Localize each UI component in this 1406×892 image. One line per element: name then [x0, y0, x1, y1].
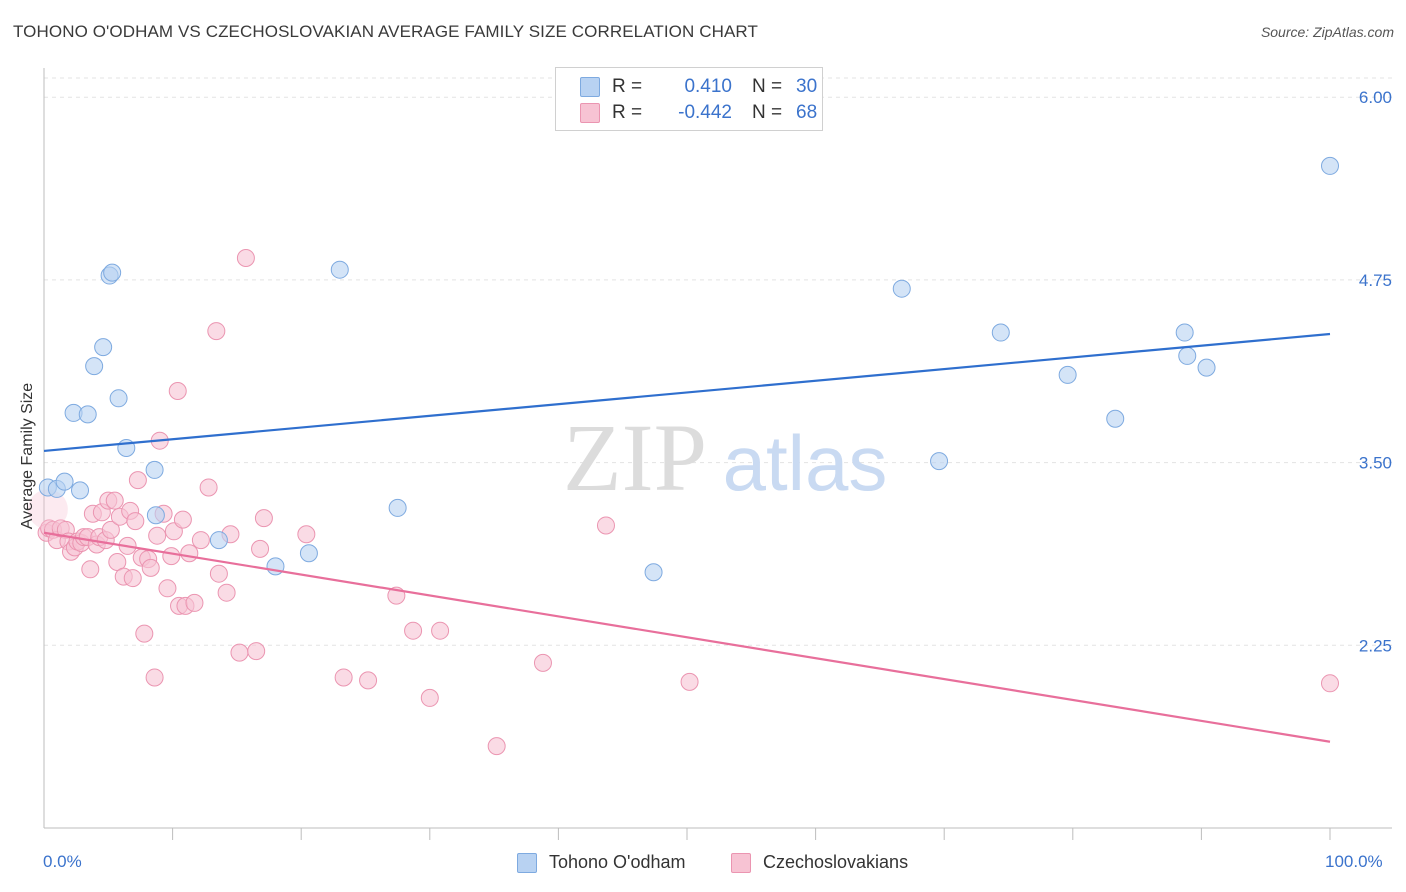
point-czechoslovakians	[101, 520, 120, 539]
point-tohono-oodham	[1058, 365, 1077, 384]
point-czechoslovakians	[247, 642, 266, 661]
point-tohono-oodham	[146, 506, 165, 525]
point-tohono-oodham	[55, 472, 74, 491]
n-value-pink: 68	[796, 102, 818, 123]
n-value-blue: 30	[796, 76, 818, 97]
point-czechoslovakians	[173, 510, 192, 529]
point-tohono-oodham	[94, 338, 113, 357]
x-tick-label-max: 100.0%	[1325, 852, 1383, 871]
legend-swatch-pink	[580, 103, 600, 123]
point-czechoslovakians	[230, 643, 249, 662]
r-value-blue: 0.410	[684, 76, 732, 97]
series-legend-pink: Czechoslovakians	[731, 852, 908, 873]
series-legend-label-pink: Czechoslovakians	[763, 852, 909, 872]
y-tick-label: 6.00	[1359, 88, 1392, 107]
series-legend-swatch-blue	[517, 852, 537, 873]
trendline-czechoslovakians	[43, 531, 1331, 743]
point-czechoslovakians	[145, 668, 164, 687]
point-tohono-oodham	[209, 531, 228, 550]
point-czechoslovakians	[135, 624, 154, 643]
source-label: Source: ZipAtlas.com	[1260, 24, 1394, 40]
point-czechoslovakians	[596, 516, 615, 535]
point-czechoslovakians	[236, 249, 255, 267]
point-czechoslovakians	[487, 737, 506, 756]
point-tohono-oodham	[1178, 346, 1197, 365]
point-tohono-oodham	[78, 405, 97, 424]
r-label: R =	[612, 76, 643, 97]
point-czechoslovakians	[533, 653, 552, 672]
point-czechoslovakians	[168, 382, 187, 400]
point-tohono-oodham	[1106, 409, 1125, 428]
watermark-zip: ZIP	[563, 404, 707, 511]
point-tohono-oodham	[1175, 323, 1194, 342]
point-tohono-oodham	[71, 481, 90, 500]
r-value-pink: -0.442	[678, 102, 732, 123]
point-czechoslovakians	[158, 579, 177, 598]
point-czechoslovakians	[199, 478, 218, 497]
series-legend-label-blue: Tohono O'odham	[549, 852, 686, 872]
x-tick-label-min: 0.0%	[43, 852, 82, 871]
point-tohono-oodham	[892, 279, 911, 298]
point-tohono-oodham	[103, 263, 122, 282]
point-czechoslovakians	[148, 526, 167, 545]
point-tohono-oodham	[109, 389, 128, 408]
stats-legend-row-pink: R = -0.442 N = 68	[580, 101, 817, 125]
watermark-atlas: atlas	[723, 419, 888, 507]
trendline-tohono-oodham	[43, 332, 1331, 453]
point-tohono-oodham	[299, 544, 318, 563]
point-tohono-oodham	[330, 260, 349, 279]
point-czechoslovakians	[217, 583, 236, 602]
point-tohono-oodham	[145, 460, 164, 479]
point-czechoslovakians	[404, 621, 423, 640]
point-czechoslovakians	[680, 672, 699, 691]
point-czechoslovakians	[180, 544, 199, 563]
y-tick-label: 4.75	[1359, 271, 1392, 290]
point-czechoslovakians	[105, 491, 124, 510]
n-label: N =	[752, 76, 783, 97]
point-tohono-oodham	[930, 452, 949, 471]
chart-title: TOHONO O'ODHAM VS CZECHOSLOVAKIAN AVERAG…	[13, 22, 758, 41]
r-label: R =	[612, 102, 643, 123]
point-czechoslovakians	[162, 547, 181, 566]
series-legend-blue: Tohono O'odham	[517, 852, 686, 873]
point-czechoslovakians	[209, 564, 228, 583]
legend-swatch-blue	[580, 77, 600, 97]
stats-legend-row-blue: R = 0.410 N = 30	[580, 75, 817, 99]
watermark: ZIP atlas	[563, 404, 887, 511]
point-czechoslovakians	[128, 471, 147, 490]
point-tohono-oodham	[991, 323, 1010, 342]
point-czechoslovakians	[359, 671, 378, 690]
point-czechoslovakians	[334, 668, 353, 687]
point-czechoslovakians	[1321, 674, 1339, 693]
point-czechoslovakians	[297, 525, 316, 544]
point-czechoslovakians-cluster	[27, 489, 68, 530]
n-label: N =	[752, 102, 783, 123]
point-czechoslovakians	[191, 531, 210, 550]
point-tohono-oodham	[388, 498, 407, 517]
point-tohono-oodham	[1321, 156, 1339, 175]
point-czechoslovakians	[420, 688, 439, 707]
stats-legend: R = 0.410 N = 30 R = -0.442 N = 68	[555, 67, 823, 131]
y-axis-label: Average Family Size	[19, 382, 36, 530]
point-czechoslovakians	[81, 560, 100, 579]
point-czechoslovakians	[123, 569, 142, 588]
point-czechoslovakians	[141, 558, 160, 577]
point-tohono-oodham	[644, 563, 663, 582]
point-czechoslovakians	[126, 512, 145, 531]
point-czechoslovakians	[185, 593, 204, 612]
y-tick-label: 3.50	[1359, 454, 1392, 473]
point-czechoslovakians	[207, 322, 226, 341]
y-tick-label: 2.25	[1359, 636, 1392, 655]
point-czechoslovakians	[431, 621, 450, 640]
point-tohono-oodham	[85, 357, 104, 376]
point-czechoslovakians	[251, 539, 270, 558]
point-tohono-oodham	[1197, 358, 1216, 377]
point-czechoslovakians	[254, 509, 273, 528]
series-legend-swatch-pink	[731, 852, 751, 873]
